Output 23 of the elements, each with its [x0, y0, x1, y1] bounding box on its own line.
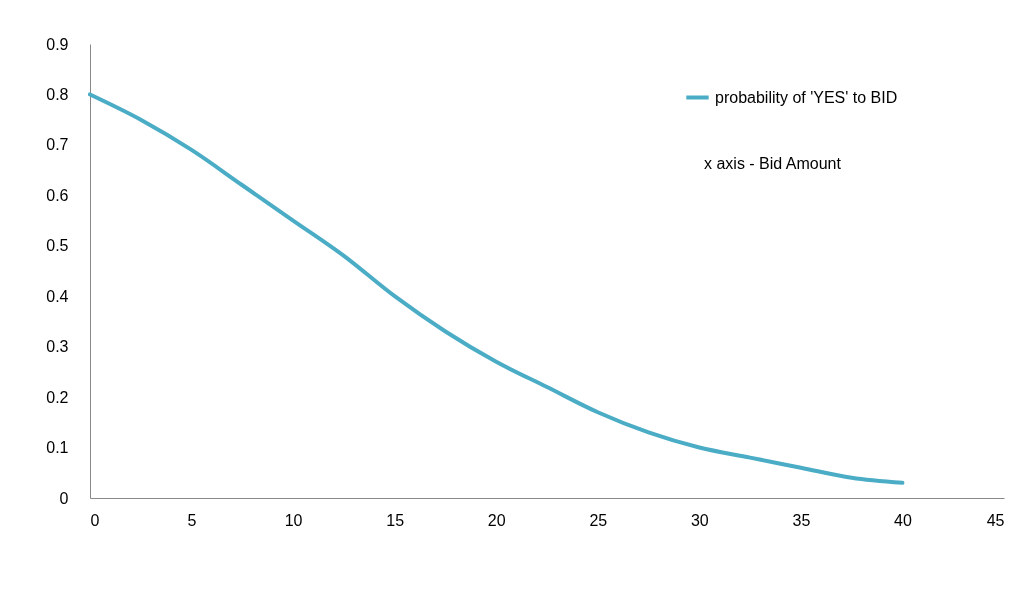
legend-label: probability of 'YES' to BID	[715, 88, 898, 106]
y-tick-label: 0.9	[46, 35, 69, 53]
y-tick-label: 0.3	[46, 338, 69, 356]
x-tick-label: 40	[894, 511, 912, 529]
x-tick-label: 10	[284, 511, 303, 529]
y-tick-label: 0.8	[46, 85, 69, 103]
y-tick-label: 0.6	[46, 186, 69, 204]
y-tick-label: 0.1	[46, 439, 69, 457]
x-tick-label: 25	[589, 511, 608, 529]
x-tick-label: 30	[690, 511, 709, 529]
x-tick-label: 5	[187, 511, 197, 529]
y-tick-label: 0.4	[46, 287, 69, 305]
x-tick-label: 35	[792, 511, 811, 529]
y-tick-label: 0	[59, 489, 69, 507]
x-tick-label: 45	[986, 511, 1005, 529]
line-series	[88, 92, 905, 485]
y-tick-label: 0.7	[46, 136, 69, 154]
x-tick-label: 20	[487, 511, 506, 529]
annotation: x axis - Bid Amount	[704, 155, 842, 172]
y-tick-label: 0.5	[46, 237, 69, 255]
y-tick-label: 0.2	[46, 388, 69, 406]
x-tick-label: 15	[386, 511, 405, 529]
x-tick-label: 0	[90, 511, 100, 529]
